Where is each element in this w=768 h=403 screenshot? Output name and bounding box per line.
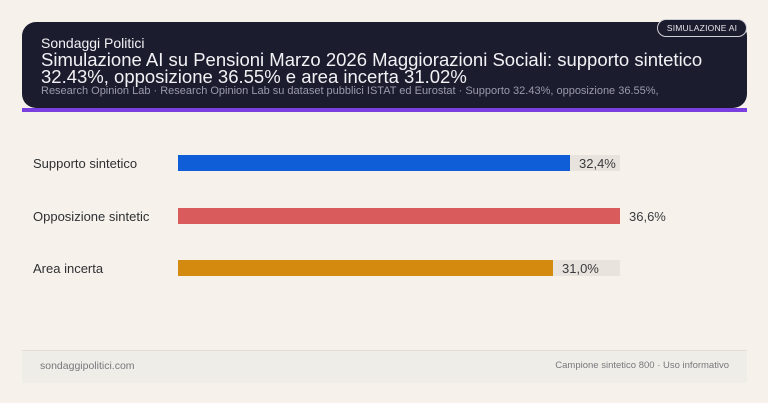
bar-label: Opposizione sintetic [33, 209, 150, 224]
bar-track [178, 260, 620, 276]
bar-track [178, 155, 620, 171]
bar-row-uncertain: Area incerta 31,0% [0, 259, 768, 279]
bar-row-opposition: Opposizione sintetic 36,6% [0, 207, 768, 227]
bar-label: Area incerta [33, 261, 104, 276]
footer: sondaggipolitici.com Campione sintetico … [22, 350, 747, 383]
footer-note: Campione sintetico 800 · Uso informativo [555, 360, 729, 371]
brand-name: Sondaggi Politici [41, 35, 145, 51]
bar-track [178, 208, 620, 224]
header-accent-bar [22, 108, 747, 112]
page-title: Simulazione AI su Pensioni Marzo 2026 Ma… [41, 49, 703, 87]
simulation-badge: SIMULAZIONE AI [657, 19, 747, 37]
bar-fill-opposition [178, 208, 620, 224]
bar-value: 31,0% [562, 261, 599, 276]
bar-fill-uncertain [178, 260, 554, 276]
bar-label: Supporto sintetico [33, 156, 138, 171]
bar-value: 36,6% [629, 209, 666, 224]
header-card: Sondaggi Politici Simulazione AI su Pens… [22, 22, 747, 108]
subtitle-source: Research Opinion Lab · Research Opinion … [41, 85, 659, 97]
bar-row-support: Supporto sintetico 32,4% [0, 154, 768, 174]
footer-site-link[interactable]: sondaggipolitici.com [40, 360, 135, 372]
bar-fill-support [178, 155, 571, 171]
bar-value: 32,4% [579, 156, 616, 171]
